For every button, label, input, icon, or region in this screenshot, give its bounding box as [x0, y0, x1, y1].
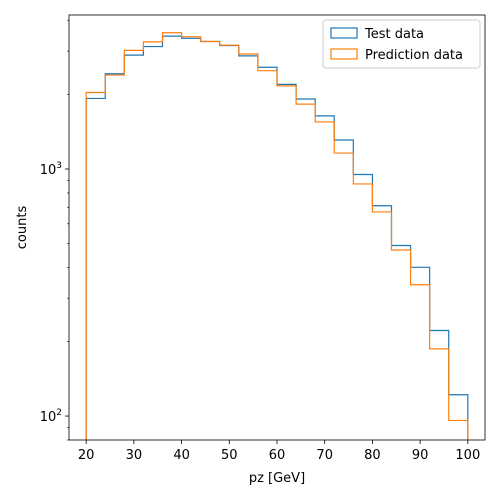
x-axis-ticks: 20 30 40 50 60 70 80 90 100	[78, 440, 480, 463]
legend-swatch-2	[330, 48, 358, 60]
x-tick-label: 60	[269, 448, 286, 463]
x-tick-label: 50	[221, 448, 238, 463]
legend-label-1: Test data	[364, 27, 424, 42]
x-tick-label: 90	[412, 448, 429, 463]
y-tick-label: 102	[40, 408, 62, 425]
series-1-outline	[85, 35, 469, 440]
y-axis-ticks: 102 103	[40, 19, 69, 441]
x-tick-label: 80	[364, 448, 381, 463]
x-tick-label: 30	[126, 448, 143, 463]
x-tick-label: 100	[455, 448, 480, 463]
legend-swatch-1	[330, 27, 358, 39]
x-axis-label: pz [GeV]	[249, 471, 305, 486]
series-layer	[85, 32, 469, 440]
legend-box	[322, 19, 481, 69]
y-axis-label: counts	[15, 206, 30, 250]
y-tick-label: 103	[40, 161, 62, 178]
legend: Test data Prediction data	[322, 19, 481, 69]
x-tick-label: 70	[316, 448, 333, 463]
series-2-outline	[85, 32, 469, 440]
legend-label-2: Prediction data	[365, 48, 463, 63]
x-tick-label: 20	[78, 448, 95, 463]
x-tick-label: 40	[173, 448, 190, 463]
